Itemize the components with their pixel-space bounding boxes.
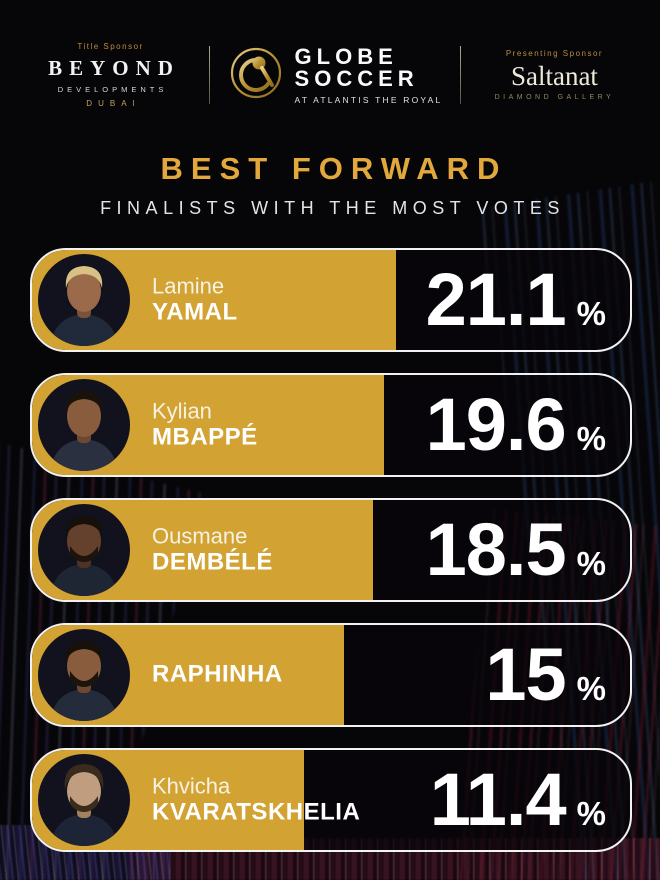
vote-percentage: 18.5 % — [425, 507, 606, 591]
player-last-name: RAPHINHA — [152, 660, 283, 688]
player-last-name: DEMBÉLÉ — [152, 547, 273, 575]
finalist-row-mbappe: Kylian MBAPPÉ 19.6 % — [30, 373, 632, 477]
vote-percentage-number: 18.5 — [425, 507, 567, 591]
page-subtitle: FINALISTS WITH THE MOST VOTES — [100, 198, 565, 218]
globe-soccer-emblem-icon — [228, 45, 284, 106]
vote-percentage-number: 15 — [485, 632, 566, 716]
globe-soccer-logo: GLOBE SOCCER AT ATLANTIS THE ROYAL — [228, 45, 443, 106]
header-divider-right — [460, 46, 462, 104]
beyond-wordmark: BEYOND — [48, 56, 180, 80]
player-photo — [38, 379, 130, 471]
player-last-name: KVARATSKHELIA — [152, 797, 361, 825]
vote-percentage-number: 11.4 — [429, 757, 567, 841]
globe-soccer-wordmark: GLOBE SOCCER AT ATLANTIS THE ROYAL — [294, 43, 443, 105]
player-name: Lamine YAMAL — [152, 274, 238, 326]
page-title: BEST FORWARD — [160, 151, 508, 186]
finalist-row-raphinha: RAPHINHA 15 % — [30, 623, 632, 727]
player-first-name: Khvicha — [152, 773, 231, 799]
saltanat-wordmark: Saltanat — [510, 61, 598, 91]
vote-percentage: 21.1 % — [425, 257, 606, 341]
percent-sign: % — [576, 669, 606, 707]
finalist-row-dembele: Ousmane DEMBÉLÉ 18.5 % — [30, 498, 632, 602]
player-first-name: Lamine — [152, 273, 225, 299]
atlantis-tagline: AT ATLANTIS THE ROYAL — [294, 94, 443, 105]
beyond-developments-text: DEVELOPMENTS — [57, 85, 168, 94]
globe-text: GLOBE — [294, 43, 398, 69]
diamond-gallery-text: DIAMOND GALLERY — [494, 94, 615, 101]
header-divider-left — [208, 46, 210, 104]
finalist-row-kvaratskhelia: Khvicha KVARATSKHELIA 11.4 % — [30, 748, 632, 852]
percent-sign: % — [576, 419, 606, 457]
player-name: Khvicha KVARATSKHELIA — [152, 774, 360, 826]
player-name: RAPHINHA — [152, 660, 283, 689]
player-last-name: MBAPPÉ — [152, 422, 258, 450]
title-sponsor-label: Title Sponsor — [77, 42, 144, 51]
finalists-list: Lamine YAMAL 21.1 % Kylian MBAPPÉ 19.6 % — [30, 248, 632, 873]
player-photo — [38, 504, 130, 596]
beyond-dubai-text: DUBAI — [86, 99, 141, 108]
percent-sign: % — [576, 294, 606, 332]
finalist-row-yamal: Lamine YAMAL 21.1 % — [30, 248, 632, 352]
player-first-name: Ousmane — [152, 523, 248, 549]
vote-percentage: 19.6 % — [425, 382, 606, 466]
player-first-name: Kylian — [152, 398, 212, 424]
presenting-sponsor-label: Presenting Sponsor — [505, 49, 604, 58]
presenting-sponsor-logo: Presenting Sponsor Saltanat DIAMOND GALL… — [479, 49, 629, 101]
player-photo — [38, 754, 130, 846]
player-photo — [38, 254, 130, 346]
vote-percentage: 11.4 % — [429, 757, 606, 841]
vote-percentage: 15 % — [485, 632, 606, 716]
title-sponsor-logo: Title Sponsor BEYOND DEVELOPMENTS DUBAI — [31, 42, 191, 108]
percent-sign: % — [576, 794, 606, 832]
percent-sign: % — [576, 544, 606, 582]
sponsor-header: Title Sponsor BEYOND DEVELOPMENTS DUBAI — [0, 42, 660, 108]
player-last-name: YAMAL — [152, 297, 238, 325]
player-name: Kylian MBAPPÉ — [152, 399, 258, 451]
player-photo — [38, 629, 130, 721]
vote-percentage-number: 21.1 — [425, 257, 567, 341]
soccer-text: SOCCER — [294, 65, 419, 91]
vote-percentage-number: 19.6 — [425, 382, 567, 466]
player-name: Ousmane DEMBÉLÉ — [152, 524, 273, 576]
